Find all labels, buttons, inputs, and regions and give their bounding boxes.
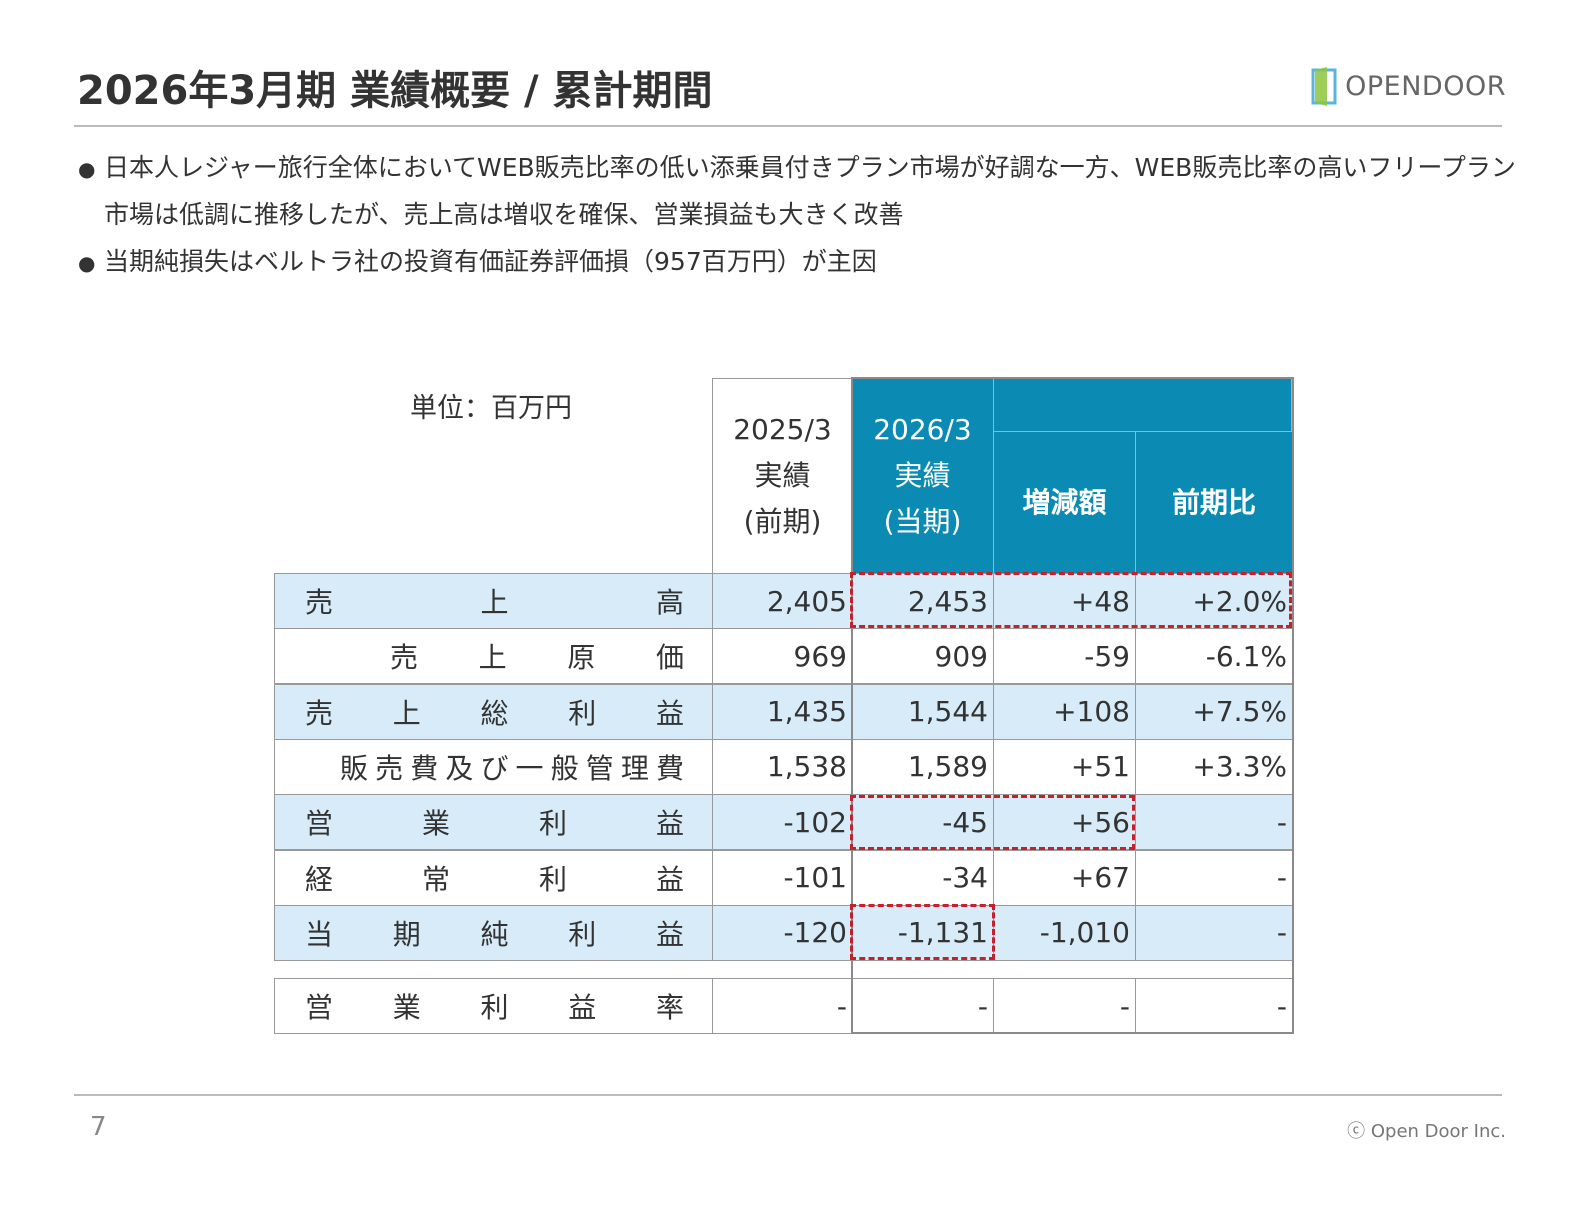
value-cell: - <box>993 978 1136 1034</box>
logo: OPENDOOR <box>1311 66 1506 106</box>
logo-icon <box>1311 67 1337 106</box>
row-label: 営業利益率 <box>274 978 713 1034</box>
value-cell: -45 <box>852 794 994 851</box>
row-label: 売上総利益 <box>274 683 713 740</box>
value-cell: - <box>1135 904 1293 961</box>
value-cell: +2.0% <box>1135 573 1293 629</box>
value-cell: - <box>1135 849 1293 906</box>
row-label: 経常利益 <box>274 849 713 906</box>
value-cell: +67 <box>993 849 1136 906</box>
value-cell: -34 <box>852 849 994 906</box>
value-cell: -59 <box>993 628 1136 685</box>
value-cell: 969 <box>712 628 853 685</box>
value-cell: 2,405 <box>712 573 853 629</box>
value-cell: -101 <box>712 849 853 906</box>
logo-text: OPENDOOR <box>1345 70 1506 102</box>
row-label-text: 営業利益率 <box>305 991 684 1024</box>
row-label: 営業利益 <box>274 794 713 851</box>
bullet: 当期純損失はベルトラ社の投資有価証券評価損（957百万円）が主因 <box>78 239 1524 286</box>
page-number: 7 <box>90 1112 107 1142</box>
value-cell: +48 <box>993 573 1136 629</box>
header-line: 前期比 <box>1171 485 1256 519</box>
copyright: ⓒ Open Door Inc. <box>1347 1121 1506 1142</box>
title: 2026年3月期 業績概要 / 累計期間 <box>77 68 713 114</box>
row-label: 売上原価 <box>274 628 713 685</box>
column-header: 2025/3 実績 (前期) <box>712 378 853 574</box>
header-line: 2026/3 <box>873 413 972 446</box>
header-line: 実績 <box>894 459 951 492</box>
header-line: 増減額 <box>1022 485 1107 519</box>
value-cell: +108 <box>993 683 1136 740</box>
row-label: 当期純利益 <box>274 904 713 961</box>
value-cell: - <box>852 978 994 1034</box>
unit-label: 単位：百万円 <box>410 393 572 424</box>
row-label: 売上高 <box>274 573 713 629</box>
value-cell: -6.1% <box>1135 628 1293 685</box>
value-cell: +56 <box>993 794 1136 851</box>
row-label-text: 経常利益 <box>305 862 684 896</box>
gap-cell <box>852 960 1292 979</box>
value-cell: 1,589 <box>852 738 994 795</box>
header-line: (前期) <box>743 505 822 538</box>
column-header: 増減額 <box>993 431 1136 574</box>
value-cell: -120 <box>712 904 853 961</box>
header-rule <box>74 125 1502 127</box>
bullet: 日本人レジャー旅行全体においてWEB販売比率の低い添乗員付きプラン市場が好調な一… <box>78 145 1524 238</box>
row-label-text: 営業利益 <box>305 807 684 841</box>
value-cell: +3.3% <box>1135 738 1293 795</box>
value-cell: 2,453 <box>852 573 994 629</box>
column-header: 2026/3 実績 (当期) <box>852 378 994 574</box>
value-cell: -102 <box>712 794 853 851</box>
value-cell: - <box>1135 794 1293 851</box>
header-line: 実績 <box>754 459 811 492</box>
value-cell: 1,435 <box>712 683 853 740</box>
column-header: 前期比 <box>1135 431 1293 574</box>
row-label-text: 売上原価 <box>390 641 684 675</box>
row-label-text: 販売費及び一般管理費 <box>340 751 684 785</box>
row-label: 販売費及び一般管理費 <box>274 738 713 795</box>
value-cell: - <box>1135 978 1293 1034</box>
value-cell: +51 <box>993 738 1136 795</box>
value-cell: 909 <box>852 628 994 685</box>
row-label-text: 売上総利益 <box>305 696 684 730</box>
value-cell: 1,544 <box>852 683 994 740</box>
header-line: (当期) <box>883 505 962 538</box>
header-line: 2025/3 <box>733 413 832 446</box>
row-label-text: 売上高 <box>305 586 684 619</box>
footer-rule <box>74 1094 1502 1096</box>
value-cell: 1,538 <box>712 738 853 795</box>
value-cell: - <box>712 978 853 1034</box>
value-cell: -1,010 <box>993 904 1136 961</box>
row-label-text: 当期純利益 <box>305 917 684 951</box>
value-cell: +7.5% <box>1135 683 1293 740</box>
value-cell: -1,131 <box>852 904 994 961</box>
